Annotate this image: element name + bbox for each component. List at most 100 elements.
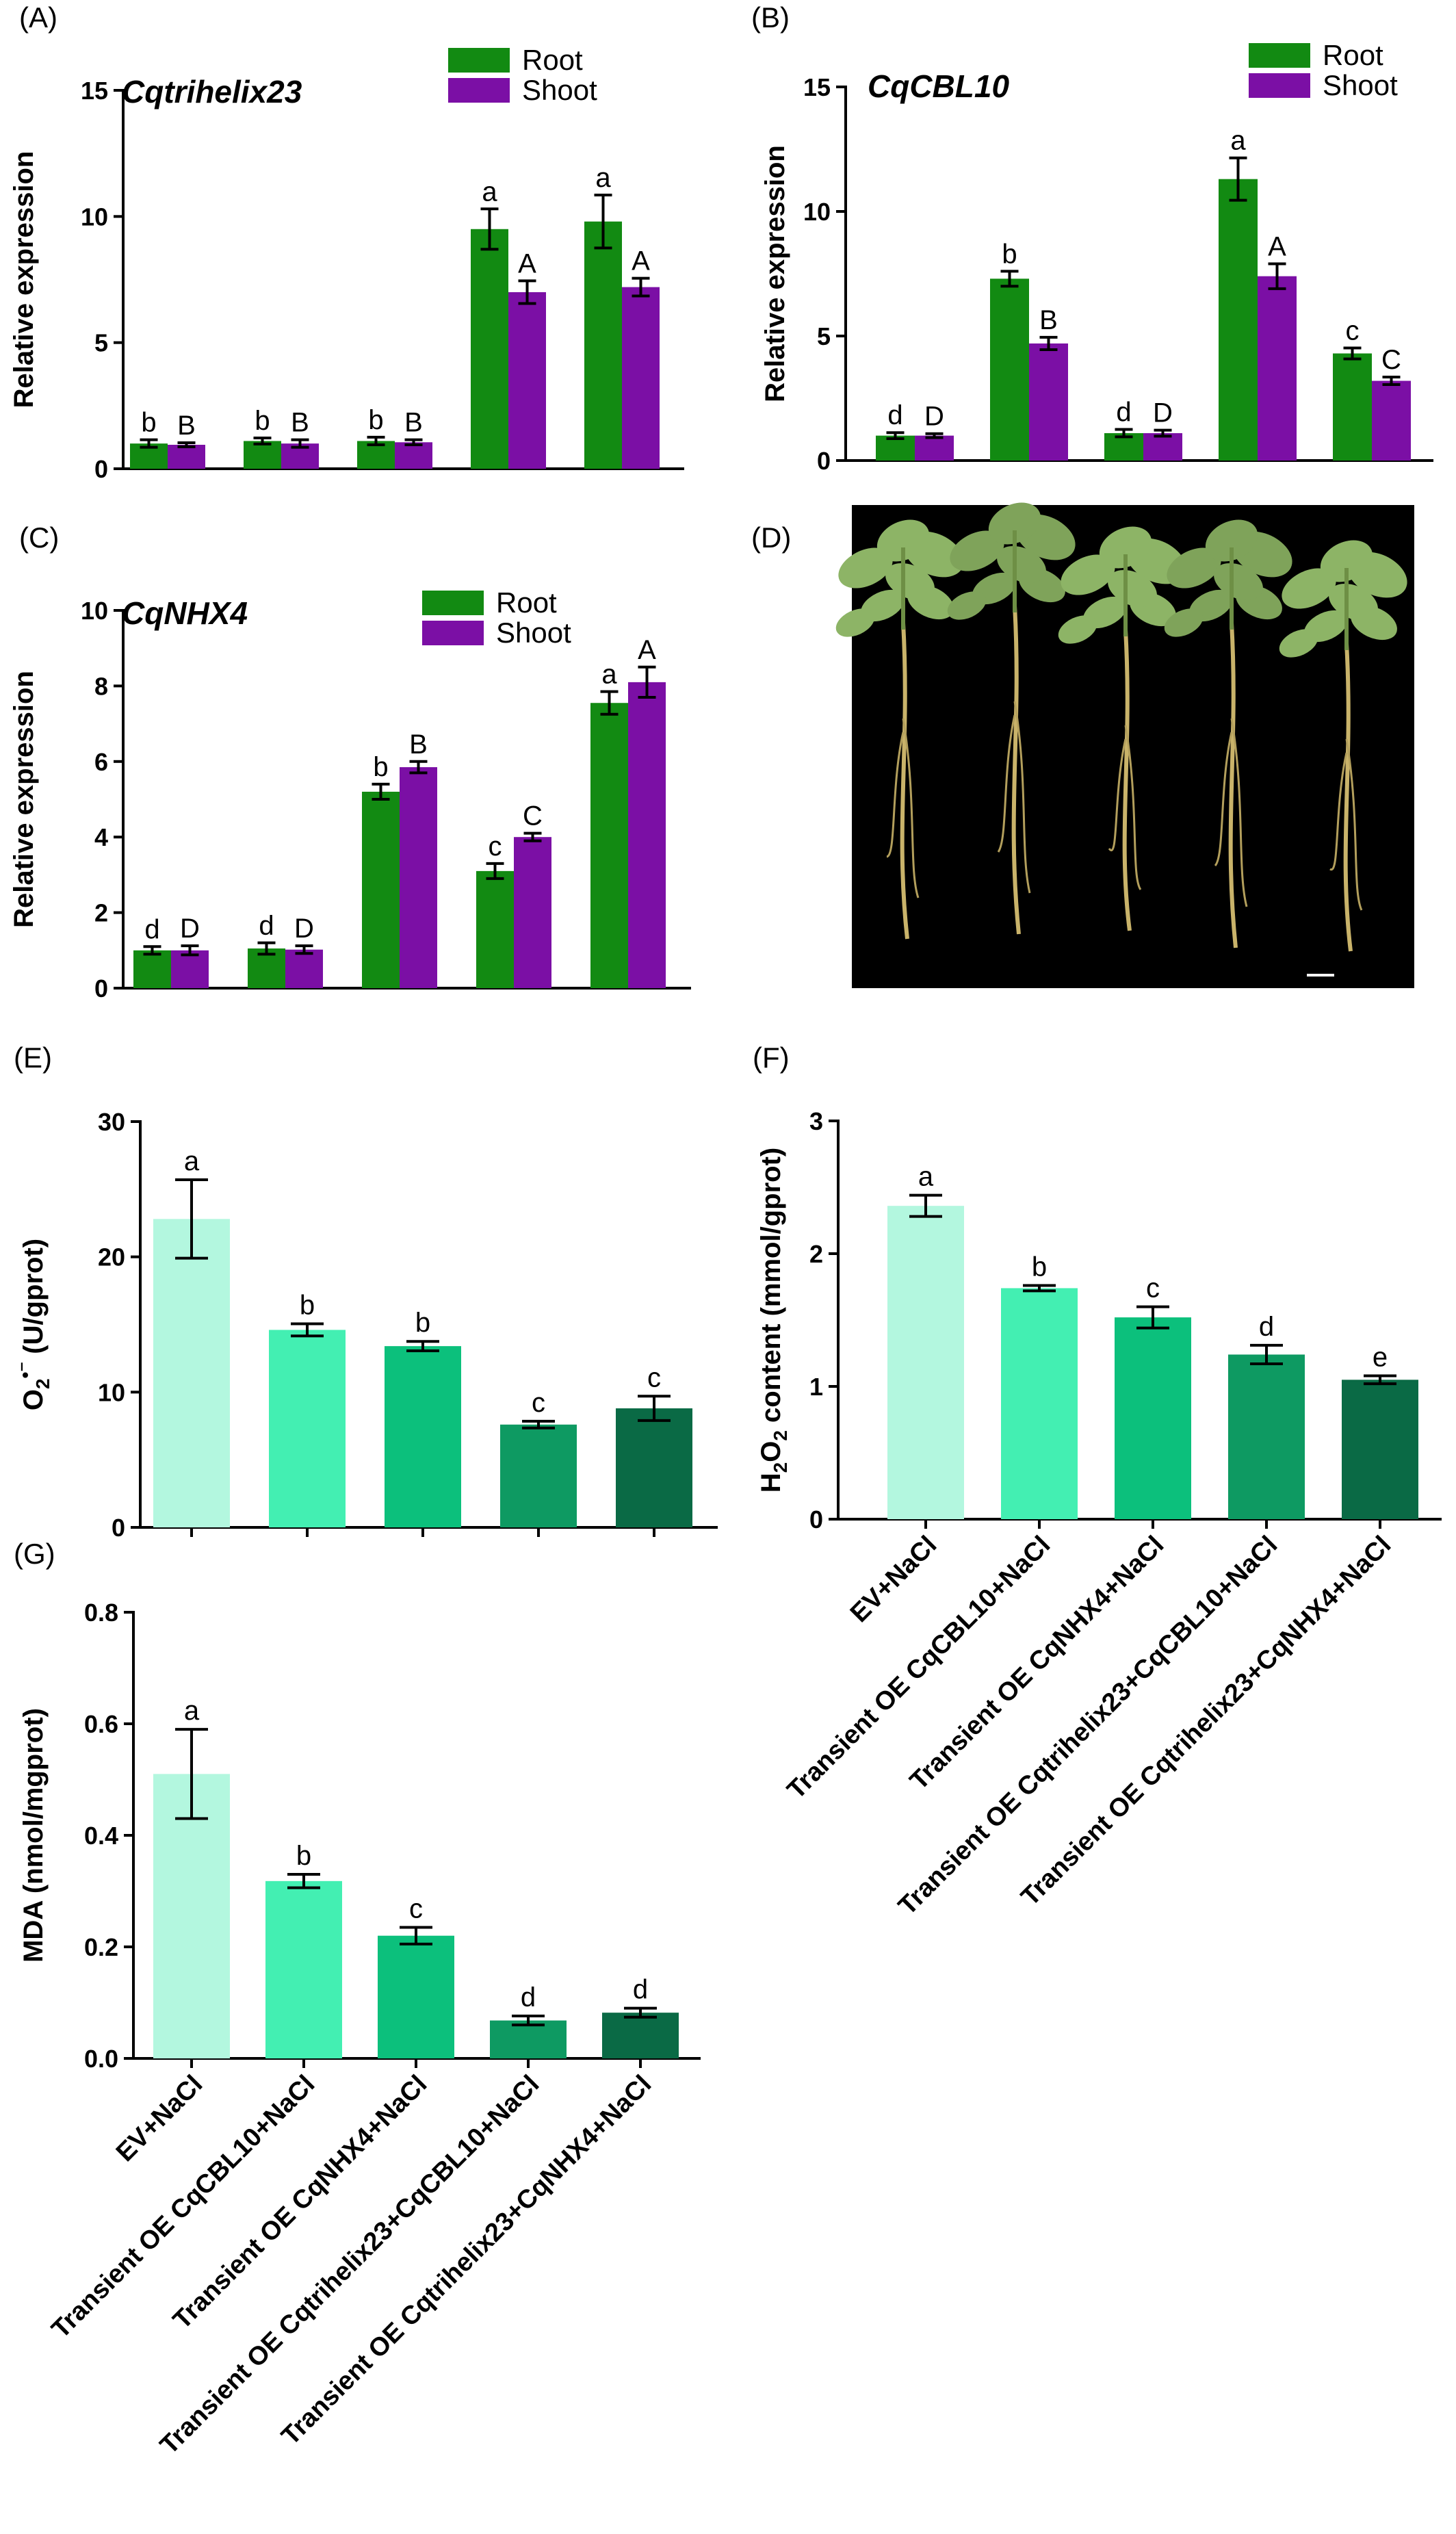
significance-letter: d (887, 400, 902, 430)
bar-root (1333, 353, 1372, 461)
error-bar (1023, 1284, 1056, 1293)
bar-root (244, 441, 281, 469)
panel-c: (C) CqNHX4 Relative expression 0 2 4 6 8 10 RootS… (9, 521, 691, 1003)
bar-root (1219, 179, 1258, 461)
error-bar (406, 1340, 439, 1353)
error-bar (518, 279, 536, 305)
y-tick-label: 0 (817, 447, 831, 475)
y-tick-label: 8 (94, 672, 108, 700)
bar-root (362, 791, 400, 988)
significance-letter: d (1259, 1312, 1274, 1342)
error-bar (638, 1395, 671, 1422)
panel-d: (D) (751, 502, 1414, 988)
panel-label: (D) (751, 521, 791, 554)
significance-letter: d (521, 1982, 536, 2013)
error-bar (886, 431, 905, 440)
bar (153, 1774, 230, 2058)
y-tick-label: 2 (809, 1240, 823, 1268)
error-bar (925, 432, 944, 439)
error-bar (624, 2006, 657, 2019)
significance-letter: d (259, 911, 274, 941)
legend-label-root: Root (496, 586, 557, 619)
gene-title: CqNHX4 (122, 595, 248, 631)
error-bar (409, 760, 428, 775)
y-tick-label: 1 (809, 1373, 823, 1401)
error-bar (291, 438, 309, 449)
panel-f: (F) H2O2 content (mmol/gprot) 0 1 2 3 a EV+NaCl… (753, 1042, 1442, 1921)
legend-swatch-shoot (422, 621, 484, 645)
y-tick-label: 5 (94, 329, 108, 357)
legend-swatch-shoot (1249, 73, 1310, 98)
error-bar (175, 1728, 208, 1820)
y-axis-title: Relative expression (9, 671, 39, 928)
bar-root (133, 950, 171, 988)
error-bar (404, 438, 423, 446)
significance-letter: a (601, 660, 617, 690)
bar-root (476, 870, 514, 988)
significance-letter: b (1032, 1252, 1047, 1282)
bar (1001, 1288, 1078, 1519)
panel-label: (A) (19, 1, 57, 34)
legend-swatch-root (448, 48, 510, 73)
bar (887, 1206, 964, 1519)
error-bar (1250, 1343, 1283, 1366)
significance-letter: a (1230, 126, 1246, 156)
bar-shoot (1258, 276, 1297, 461)
bar (490, 2020, 567, 2058)
error-bar (287, 1873, 320, 1889)
bar-shoot (171, 950, 209, 988)
bar-shoot (508, 292, 546, 469)
significance-letter: B (177, 411, 196, 441)
bar-shoot (1372, 380, 1411, 461)
legend-swatch-root (1249, 43, 1310, 68)
y-axis-title: Relative expression (760, 145, 790, 402)
significance-letter: C (1381, 345, 1401, 375)
panel-label: (G) (14, 1538, 55, 1570)
y-axis-title: O2•⁻ (U/gprot) (14, 1239, 53, 1410)
error-bar (140, 438, 158, 449)
y-tick-label: 0.6 (84, 1710, 118, 1738)
y-tick-label: 0 (112, 1514, 125, 1542)
error-bar (638, 665, 656, 699)
significance-letter: D (924, 402, 944, 432)
bar (1115, 1317, 1191, 1519)
y-tick-label: 10 (81, 597, 108, 625)
bar-root (584, 221, 622, 469)
error-bar (181, 944, 199, 957)
bar-shoot (628, 682, 666, 988)
significance-letter: c (532, 1388, 545, 1418)
significance-letter: b (368, 405, 383, 435)
significance-letter: a (184, 1696, 200, 1726)
error-bar (257, 941, 276, 956)
legend-swatch-root (422, 591, 484, 615)
error-bar (1229, 156, 1247, 202)
bar-shoot (400, 767, 437, 988)
error-bar (1364, 1374, 1396, 1386)
error-bar (1268, 262, 1286, 290)
bar (378, 1935, 454, 2058)
error-bar (522, 1419, 555, 1430)
y-tick-label: 15 (803, 73, 831, 101)
significance-letter: a (918, 1162, 934, 1192)
y-tick-label: 5 (817, 322, 831, 350)
significance-letter: d (144, 914, 159, 944)
significance-letter: e (1373, 1342, 1388, 1372)
significance-letter: B (404, 408, 423, 438)
y-tick-label: 0.4 (84, 1822, 118, 1850)
error-bar (177, 441, 196, 448)
error-bar (1343, 346, 1362, 361)
legend-label-shoot: Shoot (496, 617, 571, 649)
significance-letter: c (409, 1893, 423, 1924)
bar (1228, 1354, 1305, 1519)
error-bar (175, 1178, 208, 1260)
plant (1279, 540, 1407, 952)
bar-root (590, 703, 628, 988)
significance-letter: B (409, 729, 428, 760)
panel-b: (B) CqCBL10 Relative expression 0 5 10 15 RootS… (751, 1, 1433, 475)
significance-letter: a (184, 1146, 200, 1176)
y-tick-label: 10 (803, 198, 831, 226)
significance-letter: c (489, 831, 502, 862)
